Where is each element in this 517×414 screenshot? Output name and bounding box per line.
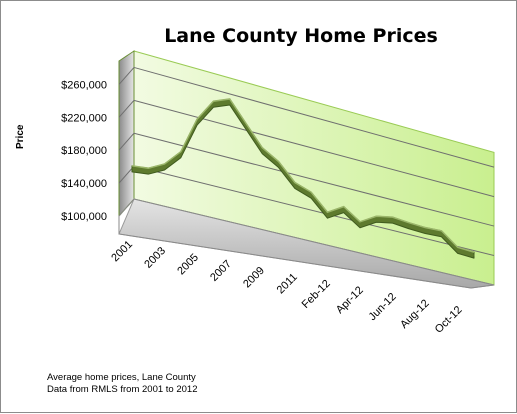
x-tick-label: 2003 — [142, 245, 168, 271]
caption-line-2: Data from RMLS from 2001 to 2012 — [47, 384, 198, 395]
gridline — [133, 165, 495, 257]
series-point — [245, 125, 247, 127]
y-tick-label: $220,000 — [61, 112, 107, 124]
x-tick-label: 2007 — [208, 258, 234, 284]
series-point — [473, 254, 475, 256]
gridline-side — [118, 100, 135, 118]
y-tick-label: $100,000 — [61, 211, 107, 223]
series-point — [294, 184, 296, 186]
floor-edge — [118, 198, 495, 289]
gridline-side — [118, 67, 135, 85]
x-tick-label: Jun-12 — [366, 291, 398, 323]
x-tick-label: Oct-12 — [433, 304, 465, 336]
series-highlight — [131, 98, 475, 253]
series-point — [212, 103, 214, 105]
series-point — [310, 194, 312, 196]
series-point — [392, 219, 394, 221]
series-point — [343, 209, 345, 211]
series-point — [278, 164, 280, 166]
series-point — [359, 224, 361, 226]
chart-caption: Average home prices, Lane County Data fr… — [47, 372, 198, 396]
series-point — [261, 150, 263, 152]
x-tick-label: 2005 — [175, 252, 201, 278]
x-tick-label: 2009 — [241, 265, 267, 291]
y-tick-label: $140,000 — [61, 178, 107, 190]
series-point — [147, 170, 149, 172]
series-point — [375, 218, 377, 220]
series-point — [180, 154, 182, 156]
x-tick-label: Feb-12 — [300, 278, 333, 311]
gridline — [133, 66, 495, 168]
series-point — [131, 168, 133, 170]
series-point — [457, 249, 459, 251]
y-tick-label: $260,000 — [61, 79, 107, 91]
gridline — [133, 99, 495, 198]
series-point — [164, 166, 166, 168]
series-point — [440, 233, 442, 235]
x-tick-label: 2011 — [275, 271, 300, 296]
x-tick-label: 2001 — [109, 238, 135, 264]
caption-line-1: Average home prices, Lane County — [47, 372, 196, 383]
x-tick-label: Apr-12 — [334, 284, 366, 316]
series-point — [196, 121, 198, 123]
gridline — [133, 132, 495, 227]
x-tick-label: Aug-12 — [398, 297, 432, 331]
y-tick-label: $180,000 — [61, 145, 107, 157]
series-point — [424, 230, 426, 232]
series-point — [326, 214, 328, 216]
series-point — [229, 101, 231, 103]
chart-title: Lane County Home Prices — [164, 25, 438, 47]
gridline-side — [118, 132, 135, 151]
series-point — [408, 225, 410, 227]
